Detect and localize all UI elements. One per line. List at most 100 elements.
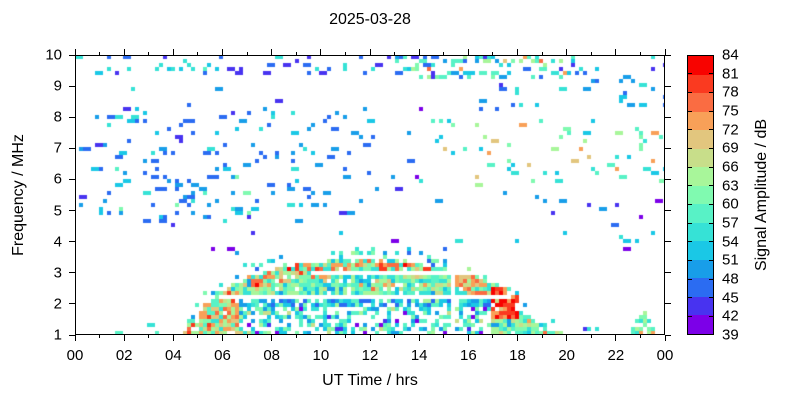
colorbar-tick bbox=[688, 166, 692, 168]
colorbar-tick-label: 84 bbox=[722, 46, 739, 64]
colorbar-tick-label: 72 bbox=[722, 121, 739, 139]
x-major-tick bbox=[271, 49, 273, 55]
x-major-tick bbox=[566, 49, 568, 55]
x-major-tick bbox=[615, 49, 617, 55]
colorbar-segment bbox=[688, 241, 713, 260]
colorbar-tick bbox=[688, 129, 692, 131]
colorbar-tick bbox=[688, 73, 692, 75]
x-tick-label: 00 bbox=[66, 347, 84, 364]
colorbar-segment bbox=[688, 204, 713, 223]
x-tick-label: 06 bbox=[214, 347, 231, 364]
x-major-tick bbox=[123, 49, 125, 55]
chart-title: 2025-03-28 bbox=[329, 11, 411, 28]
colorbar-tick bbox=[709, 91, 713, 93]
x-minor-tick bbox=[148, 52, 150, 55]
colorbar-segment bbox=[688, 148, 713, 168]
x-major-tick bbox=[517, 335, 518, 341]
x-minor-tick bbox=[443, 335, 445, 338]
x-tick-label: 08 bbox=[263, 347, 280, 364]
x-major-tick bbox=[467, 335, 469, 341]
colorbar-segment bbox=[688, 74, 713, 94]
colorbar-tick bbox=[688, 259, 692, 261]
colorbar-tick bbox=[709, 315, 713, 317]
x-minor-tick bbox=[394, 52, 396, 55]
colorbar-label: Signal Amplitude / dB bbox=[753, 118, 770, 272]
colorbar-tick-label: 54 bbox=[722, 233, 739, 251]
plot-border bbox=[75, 55, 665, 335]
y-major-tick bbox=[665, 178, 671, 180]
x-minor-tick bbox=[541, 52, 543, 55]
x-minor-tick bbox=[99, 52, 101, 55]
y-major-tick bbox=[69, 303, 75, 305]
colorbar-tick-label: 48 bbox=[722, 270, 739, 288]
colorbar-tick bbox=[709, 241, 713, 243]
colorbar-segment bbox=[688, 111, 713, 131]
y-tick-label: 10 bbox=[45, 46, 62, 64]
colorbar-tick bbox=[709, 110, 713, 112]
x-major-tick bbox=[517, 49, 518, 55]
y-tick-label: 1 bbox=[53, 326, 62, 344]
y-tick-label: 8 bbox=[53, 108, 62, 126]
x-minor-tick bbox=[246, 52, 248, 55]
x-major-tick bbox=[320, 335, 322, 341]
x-major-tick bbox=[369, 49, 371, 55]
colorbar-tick bbox=[688, 241, 692, 243]
y-major-tick bbox=[665, 54, 671, 56]
x-major-tick bbox=[172, 335, 174, 341]
x-major-tick bbox=[320, 49, 322, 55]
x-tick-label: 04 bbox=[164, 347, 182, 364]
x-tick-label: 18 bbox=[509, 347, 526, 364]
x-tick-label: 22 bbox=[607, 347, 625, 364]
colorbar-tick bbox=[709, 297, 713, 299]
colorbar-segment bbox=[688, 259, 713, 279]
y-major-tick bbox=[69, 116, 75, 118]
x-tick-label: 16 bbox=[459, 347, 477, 364]
x-minor-tick bbox=[443, 52, 445, 55]
colorbar-tick bbox=[709, 203, 713, 205]
y-major-tick bbox=[69, 334, 75, 336]
colorbar-segment bbox=[688, 296, 713, 316]
colorbar-tick-label: 39 bbox=[722, 326, 739, 344]
y-tick-label: 4 bbox=[53, 233, 62, 251]
y-tick-label: 9 bbox=[53, 77, 62, 95]
x-minor-tick bbox=[295, 52, 297, 55]
colorbar-tick-label: 69 bbox=[722, 139, 739, 157]
y-major-tick bbox=[665, 334, 671, 336]
colorbar-tick-label: 45 bbox=[722, 289, 739, 307]
colorbar-tick bbox=[709, 222, 713, 224]
y-major-tick bbox=[69, 272, 75, 274]
x-minor-tick bbox=[639, 335, 641, 338]
colorbar-segment bbox=[688, 167, 713, 186]
colorbar-tick bbox=[688, 278, 692, 280]
x-major-tick bbox=[74, 335, 76, 341]
x-minor-tick bbox=[590, 52, 592, 55]
x-minor-tick bbox=[344, 335, 346, 338]
colorbar-segment bbox=[688, 56, 713, 75]
colorbar bbox=[687, 55, 714, 335]
colorbar-tick bbox=[709, 129, 713, 131]
x-tick-label: 14 bbox=[410, 347, 428, 364]
colorbar-tick bbox=[709, 259, 713, 261]
y-tick-label: 5 bbox=[53, 202, 62, 220]
x-minor-tick bbox=[492, 335, 494, 338]
x-minor-tick bbox=[639, 52, 641, 55]
y-major-tick bbox=[69, 178, 75, 180]
colorbar-tick-label: 81 bbox=[722, 65, 739, 83]
y-major-tick bbox=[69, 147, 75, 149]
colorbar-tick bbox=[688, 185, 692, 187]
y-tick-label: 7 bbox=[53, 139, 62, 157]
x-major-tick bbox=[615, 335, 617, 341]
colorbar-tick-label: 78 bbox=[722, 83, 739, 101]
colorbar-tick-label: 60 bbox=[722, 195, 739, 213]
x-major-tick bbox=[369, 335, 371, 341]
x-minor-tick bbox=[197, 335, 199, 338]
colorbar-segment bbox=[688, 93, 713, 112]
x-tick-label: 20 bbox=[558, 347, 575, 364]
x-minor-tick bbox=[541, 335, 543, 338]
x-major-tick bbox=[467, 49, 469, 55]
x-minor-tick bbox=[246, 335, 248, 338]
colorbar-tick bbox=[688, 222, 692, 224]
x-minor-tick bbox=[492, 52, 494, 55]
y-major-tick bbox=[665, 147, 671, 149]
